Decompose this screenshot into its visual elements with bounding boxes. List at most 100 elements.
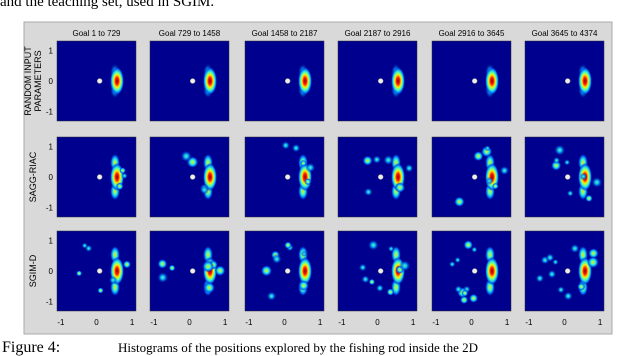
x-tick-label: 0	[375, 318, 380, 327]
spot	[304, 178, 312, 186]
heatmap-content	[454, 145, 510, 207]
spot	[119, 167, 126, 174]
arc-blob	[485, 67, 500, 95]
spot	[557, 286, 565, 294]
heatmap-content	[76, 242, 131, 297]
heatmap	[56, 136, 137, 218]
heatmap	[149, 40, 230, 122]
spot	[362, 155, 373, 166]
header-text: and the teaching set, used in SGIM.	[0, 0, 214, 10]
spot	[199, 185, 210, 195]
spot	[587, 256, 599, 269]
spot	[157, 271, 169, 284]
row-label: PARAMETERS	[33, 50, 43, 111]
origin-marker	[189, 268, 196, 274]
spot	[463, 240, 474, 250]
spot	[454, 196, 465, 207]
spot	[368, 278, 376, 286]
spot	[545, 253, 555, 262]
x-tick-label: 1	[505, 318, 510, 327]
origin-marker	[189, 78, 196, 84]
heatmap-content	[298, 63, 313, 99]
spot	[566, 189, 574, 197]
spot	[202, 260, 215, 273]
heatmap	[524, 136, 605, 218]
column-title: Goal 2187 to 2916	[345, 29, 411, 38]
caption-label: Figure 4:	[2, 339, 60, 356]
spot	[76, 270, 83, 277]
heatmap-content	[260, 241, 313, 301]
x-tick-label: 1	[598, 318, 603, 327]
spot	[473, 151, 484, 162]
spot	[484, 145, 491, 152]
x-tick-label: -1	[245, 318, 253, 327]
heatmap-background	[149, 40, 230, 122]
heatmap	[337, 230, 418, 312]
spot	[552, 258, 559, 266]
origin-marker	[96, 78, 103, 84]
origin-marker	[471, 174, 478, 180]
spot	[485, 176, 494, 185]
arc-blob	[298, 67, 313, 95]
origin-marker	[471, 268, 478, 274]
heatmap	[337, 136, 418, 218]
spot	[399, 260, 411, 272]
spot	[468, 293, 479, 303]
spot	[404, 163, 414, 173]
y-tick-label: 1	[49, 143, 54, 152]
column-title: Goal 3645 to 4374	[532, 29, 598, 38]
x-tick-label: 0	[469, 318, 474, 327]
heatmap-background	[244, 230, 325, 312]
heatmap	[56, 230, 137, 312]
arc-blob	[485, 257, 500, 285]
heatmap-content	[281, 141, 316, 201]
x-tick-label: 1	[223, 318, 228, 327]
spot	[563, 159, 571, 166]
heatmap-content	[180, 150, 218, 201]
x-tick-label: 0	[562, 318, 567, 327]
x-tick-label: 1	[411, 318, 416, 327]
heatmap	[244, 136, 325, 218]
spot	[284, 241, 292, 249]
origin-marker	[471, 78, 478, 84]
spot	[108, 275, 118, 285]
heatmap	[524, 230, 605, 312]
caption-text: Histograms of the positions explored by …	[118, 340, 478, 355]
heatmap	[149, 230, 230, 312]
x-tick-label: 1	[130, 318, 135, 327]
y-tick-label: 0	[49, 77, 54, 86]
spot	[180, 150, 193, 163]
spot	[300, 159, 307, 167]
heatmap-content	[578, 63, 593, 99]
heatmap-background	[431, 40, 512, 122]
heatmap	[431, 230, 512, 312]
heatmap-background	[524, 230, 605, 312]
row-label: SAGG-RIAC	[28, 151, 38, 202]
heatmap-content	[362, 153, 414, 201]
x-tick-label: -1	[432, 318, 440, 327]
arc-blob	[391, 67, 406, 95]
spot	[367, 239, 379, 251]
origin-marker	[96, 268, 103, 274]
spot	[260, 265, 273, 277]
column-title: Goal 1 to 729	[72, 29, 121, 38]
origin-marker	[377, 78, 384, 84]
spot	[271, 253, 282, 265]
origin-marker	[564, 78, 571, 84]
spot	[122, 260, 131, 269]
y-tick-label: 0	[49, 173, 54, 182]
heatmap-content	[535, 243, 599, 301]
heatmap-content	[391, 63, 406, 99]
spot	[358, 263, 367, 272]
spot	[387, 245, 395, 253]
heatmap	[524, 40, 605, 122]
spot	[386, 288, 395, 296]
origin-marker	[564, 174, 571, 180]
spot	[579, 172, 588, 181]
arc-blob	[578, 67, 593, 95]
y-tick-label: -1	[46, 297, 54, 306]
heatmap-content	[358, 239, 411, 297]
x-tick-label: 0	[187, 318, 192, 327]
x-tick-label: 1	[318, 318, 323, 327]
